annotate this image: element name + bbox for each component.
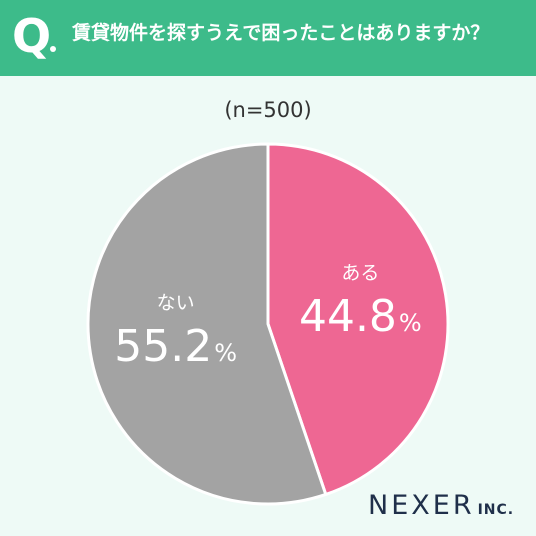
slice-value-0: 44.8% <box>299 291 422 342</box>
slice-value-1: 55.2% <box>114 321 237 372</box>
nexer-logo: NEXER INC. <box>368 490 514 521</box>
pie-slice-0 <box>266 142 450 496</box>
question-header: Q 賃貸物件を探すうえで困ったことはありますか？ <box>0 0 536 76</box>
question-text: 賃貸物件を探すうえで困ったことはありますか？ <box>72 22 490 44</box>
slice-label-0: ある <box>341 262 379 284</box>
q-dot-icon <box>50 46 56 52</box>
pie-slice-1 <box>86 142 328 506</box>
q-letter: Q <box>12 9 52 63</box>
sample-size-label: (n=500) <box>224 98 312 122</box>
logo-suffix: INC. <box>477 502 515 518</box>
slice-label-1: ない <box>157 292 195 314</box>
logo-name: NEXER <box>368 490 475 521</box>
